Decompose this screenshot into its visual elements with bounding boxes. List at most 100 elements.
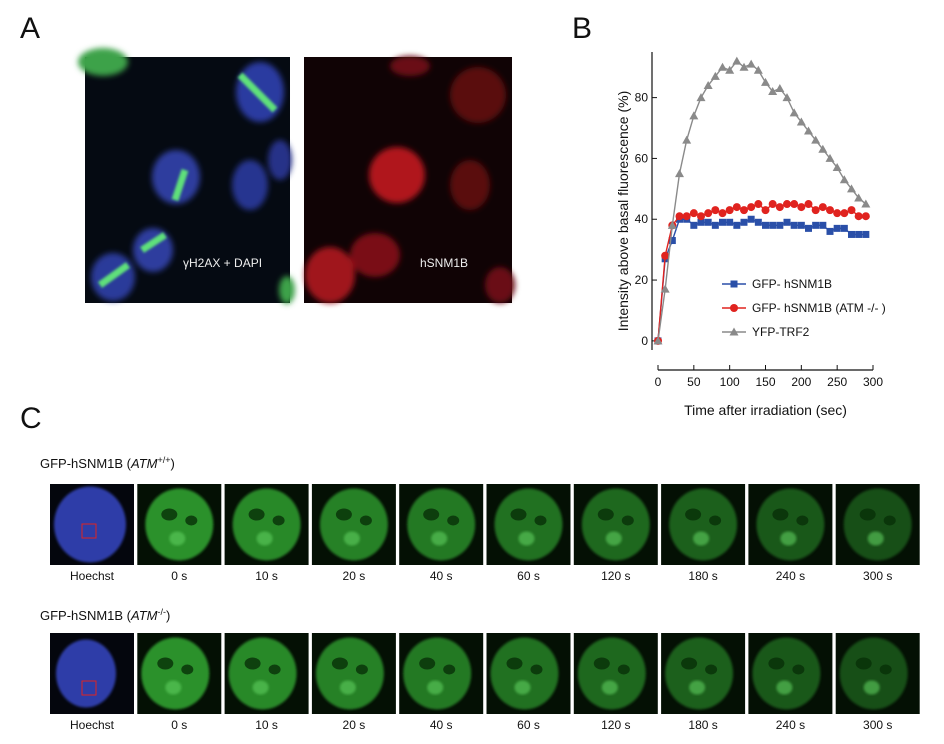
frame-label: 0 s — [171, 569, 187, 583]
marker — [667, 220, 677, 229]
marker — [861, 199, 871, 208]
roi-box — [81, 523, 97, 539]
nucleolus — [248, 508, 265, 521]
frame-label: 20 s — [343, 569, 366, 583]
nucleolus — [181, 664, 194, 675]
marker — [775, 203, 784, 212]
row-title-part: ATM — [130, 456, 158, 471]
row-title-part: ATM — [130, 608, 158, 623]
y-tick-label: 20 — [635, 273, 649, 287]
marker — [739, 62, 749, 71]
recruitment-spot — [256, 531, 273, 546]
x-tick-label: 50 — [687, 375, 701, 389]
nucleolus — [423, 508, 440, 521]
recruitment-spot — [863, 680, 880, 695]
marker — [832, 163, 842, 172]
y-axis-label: Intensity above basal fluorescence (%) — [615, 91, 631, 331]
marker — [754, 218, 762, 226]
nucleolus — [157, 657, 174, 670]
y-tick-label: 60 — [635, 151, 649, 165]
frame — [835, 633, 920, 714]
y-tick-label: 80 — [635, 91, 649, 105]
x-tick-label: 100 — [720, 375, 740, 389]
legend-label: YFP-TRF2 — [752, 325, 810, 339]
marker — [854, 212, 863, 221]
marker — [762, 221, 769, 229]
recruitment-spot — [339, 680, 356, 695]
frame — [661, 484, 746, 565]
marker — [697, 218, 705, 226]
x-tick-label: 300 — [863, 375, 883, 389]
recruitment-spot — [518, 531, 535, 546]
marker — [797, 221, 805, 229]
nucleus — [145, 488, 214, 561]
marker — [819, 221, 827, 229]
marker — [697, 212, 705, 221]
nucleus — [319, 488, 388, 561]
recruitment-spot — [867, 531, 884, 546]
recruitment-spot — [689, 680, 706, 695]
marker — [732, 203, 741, 212]
nucleolus — [855, 657, 872, 670]
x-tick-label: 0 — [655, 375, 662, 389]
nucleus — [839, 637, 908, 710]
marker — [840, 224, 848, 232]
series-line — [657, 60, 867, 341]
recruitment-spot — [427, 680, 444, 695]
nucleus — [228, 637, 297, 710]
legend-label: GFP- hSNM1B — [752, 277, 832, 291]
nucleolus — [185, 515, 198, 526]
recruitment-spot — [165, 680, 182, 695]
nucleolus — [534, 515, 547, 526]
marker — [761, 206, 770, 215]
nucleolus — [268, 664, 281, 675]
nucleolus — [883, 515, 896, 526]
nucleolus — [859, 508, 876, 521]
nucleus — [407, 488, 476, 561]
marker — [703, 80, 713, 89]
marker — [682, 212, 691, 221]
frame-label: 120 s — [601, 569, 630, 583]
marker — [825, 153, 835, 162]
frame-label: 10 s — [255, 718, 278, 732]
frame — [573, 633, 658, 714]
image-label: γH2AX + DAPI — [183, 256, 262, 270]
nucleolus — [510, 508, 527, 521]
recruitment-spot — [776, 680, 793, 695]
frame — [748, 484, 833, 565]
marker — [811, 206, 820, 215]
marker — [747, 215, 755, 223]
marker — [733, 221, 741, 229]
nucleus — [56, 639, 116, 708]
frame-label: 20 s — [343, 718, 366, 732]
marker — [682, 135, 692, 144]
frame-label: 60 s — [517, 569, 540, 583]
nucleus — [403, 637, 472, 710]
marker — [726, 218, 734, 226]
marker — [661, 251, 670, 260]
frame — [311, 484, 396, 565]
marker — [782, 93, 792, 102]
marker — [783, 218, 791, 226]
marker — [725, 65, 735, 74]
marker — [653, 336, 663, 345]
marker — [775, 83, 785, 92]
marker — [660, 284, 670, 293]
frame — [137, 633, 222, 714]
nucleolus — [685, 508, 702, 521]
marker — [740, 218, 748, 226]
row-title: GFP-hSNM1B (ATM+/+) — [40, 455, 175, 471]
marker — [796, 117, 806, 126]
frame — [486, 633, 571, 714]
frame-label: 40 s — [430, 718, 453, 732]
nucleus — [669, 488, 738, 561]
marker — [826, 206, 834, 215]
x-tick-label: 200 — [791, 375, 811, 389]
frame — [224, 633, 309, 714]
nucleolus — [447, 515, 460, 526]
frame — [661, 633, 746, 714]
frame-label: 0 s — [171, 718, 187, 732]
panel-label: B — [572, 12, 592, 45]
nucleolus — [272, 515, 285, 526]
frame — [486, 484, 571, 565]
